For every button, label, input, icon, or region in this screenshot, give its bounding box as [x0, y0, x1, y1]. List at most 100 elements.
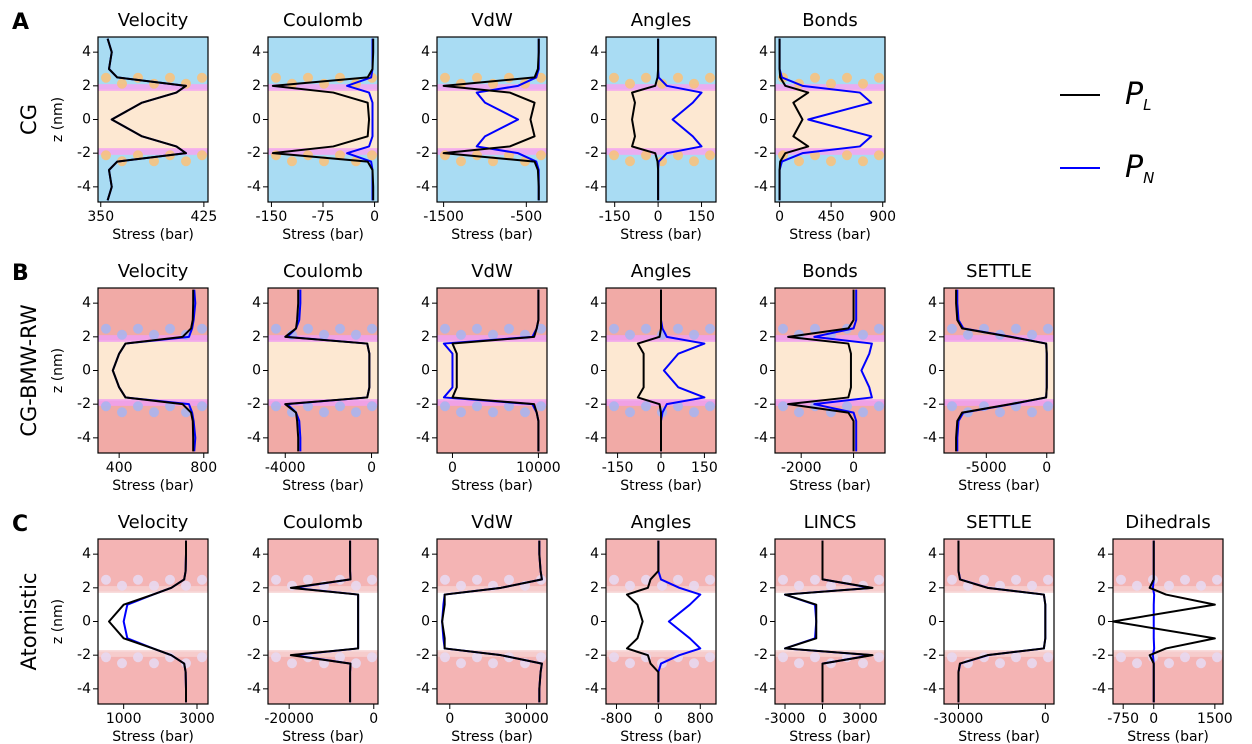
bead [1027, 329, 1037, 340]
x-axis-label: Stress (bar) [112, 227, 194, 243]
bead [673, 72, 683, 83]
y-tick-label: -2 [1092, 647, 1106, 663]
membrane-core [775, 89, 885, 150]
bead [440, 652, 450, 663]
y-tick-label: 4 [82, 546, 91, 562]
bead [440, 401, 450, 412]
profile-line [289, 540, 360, 703]
bead [504, 72, 514, 83]
bead [101, 72, 111, 83]
bead [101, 652, 111, 663]
profile-line [108, 540, 187, 703]
bead [874, 150, 884, 161]
x-tick-label: 1000 [106, 711, 142, 727]
bead [1212, 652, 1222, 663]
bead [488, 329, 498, 340]
bead [287, 658, 297, 669]
y-tick-label: 4 [252, 546, 261, 562]
profile-line [636, 289, 662, 452]
membrane-core [268, 340, 378, 401]
plot-frame [436, 538, 548, 705]
bead [351, 329, 361, 340]
profile-line [657, 540, 702, 703]
bead [303, 401, 313, 412]
bead [133, 323, 143, 334]
y-tick-label: 2 [252, 329, 261, 345]
bead [842, 72, 852, 83]
y-tick-label: 0 [759, 614, 768, 630]
bead [810, 574, 820, 585]
bead [947, 574, 957, 585]
bead [197, 401, 207, 412]
subplot-title: Angles [631, 512, 692, 533]
membrane-core [775, 340, 885, 401]
y-tick-label: 2 [590, 580, 599, 596]
x-tick-label: 150 [691, 460, 718, 476]
bead [367, 574, 377, 585]
bead [842, 401, 852, 412]
profile-line [625, 540, 660, 703]
bead [303, 150, 313, 161]
bead [826, 156, 836, 167]
bead [351, 407, 361, 418]
y-tick-label: 2 [82, 78, 91, 94]
bead [810, 652, 820, 663]
bead [794, 658, 804, 669]
y-tick-label: 4 [759, 295, 768, 311]
x-axis-label: Stress (bar) [282, 729, 364, 744]
bead [133, 401, 143, 412]
bead [625, 156, 635, 167]
bead [979, 574, 989, 585]
x-tick-label: 10000 [516, 460, 561, 476]
plot-frame [97, 36, 209, 203]
legend-label: PN [1125, 150, 1154, 187]
membrane-core [268, 89, 378, 150]
bead [1212, 574, 1222, 585]
bead [609, 150, 619, 161]
bead [1196, 580, 1206, 591]
bead [947, 652, 957, 663]
y-tick-label: 4 [590, 44, 599, 60]
x-axis-label: Stress (bar) [620, 478, 702, 494]
subplot-title: VdW [471, 261, 513, 282]
bead [1043, 652, 1053, 663]
plot-frame [774, 538, 886, 705]
bead [1132, 580, 1142, 591]
bead [995, 658, 1005, 669]
x-tick-label: -500 [510, 209, 542, 225]
bead [165, 323, 175, 334]
bead [641, 150, 651, 161]
bead [689, 329, 699, 340]
x-axis-label: Stress (bar) [451, 478, 533, 494]
y-tick-label: -2 [754, 145, 768, 161]
membrane-core [944, 340, 1054, 401]
bead [472, 150, 482, 161]
bead [705, 323, 715, 334]
bead [794, 156, 804, 167]
plot-frame [943, 538, 1055, 705]
x-axis-label: Stress (bar) [282, 227, 364, 243]
subplot-title: LINCS [804, 512, 857, 533]
bead [1164, 658, 1174, 669]
x-tick-label: 1500 [1197, 711, 1233, 727]
bead [504, 323, 514, 334]
plot-frame [1112, 538, 1224, 705]
bead [874, 323, 884, 334]
bead [1027, 580, 1037, 591]
headgroup-band [606, 650, 716, 657]
x-tick-label: 0 [445, 711, 454, 727]
x-tick-label: -150 [256, 209, 288, 225]
bead [657, 580, 667, 591]
y-tick-label: 4 [928, 295, 937, 311]
membrane-core [268, 591, 378, 652]
subplot-title: Bonds [802, 10, 858, 31]
y-tick-label: 4 [928, 546, 937, 562]
y-tick-label: 4 [252, 295, 261, 311]
bead [1132, 658, 1142, 669]
row-title: Atomistic [17, 573, 41, 671]
profile-line [778, 38, 810, 201]
x-axis-label: Stress (bar) [112, 478, 194, 494]
bead [472, 323, 482, 334]
y-tick-label: 2 [421, 580, 430, 596]
bead [1180, 652, 1190, 663]
